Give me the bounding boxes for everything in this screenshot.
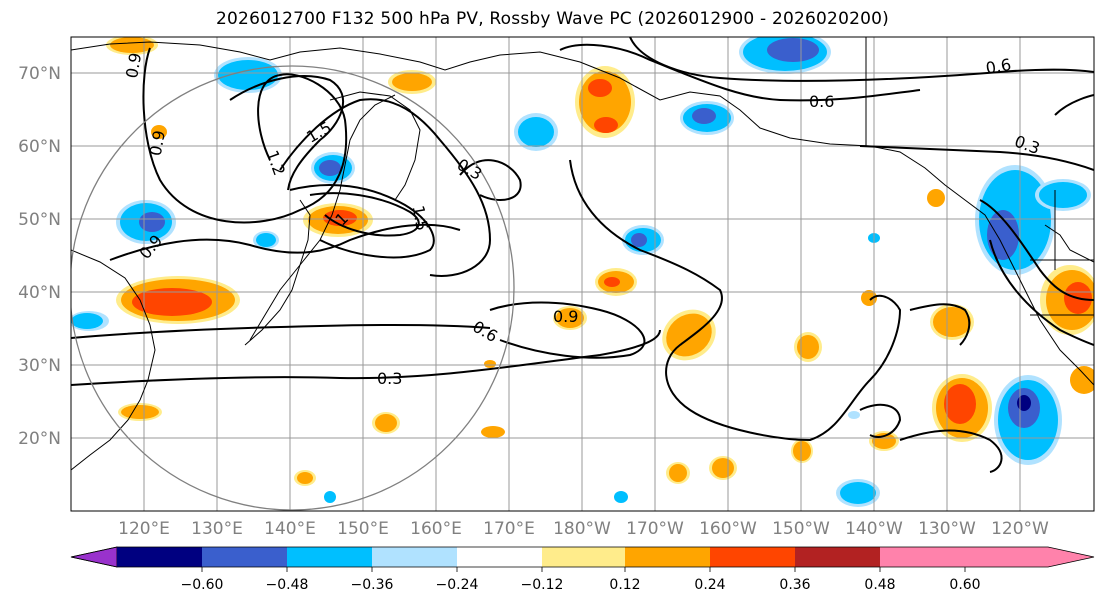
lon-label: 170°E — [483, 519, 535, 539]
lon-label: 130°E — [191, 519, 243, 539]
colorbar-swatch — [117, 547, 202, 567]
lon-label: 120°E — [118, 519, 170, 539]
colorbar-swatch — [625, 547, 710, 567]
colorbar-extend-low — [70, 546, 118, 568]
colorbar-tick-label: 0.48 — [864, 577, 895, 593]
colorbar-swatch — [287, 547, 372, 567]
contour-label: 0.6 — [809, 92, 834, 111]
map-title: 2026012700 F132 500 hPa PV, Rossby Wave … — [216, 9, 889, 29]
colorbar-tick-label: −0.24 — [436, 577, 479, 593]
contour-label: 1.5 — [409, 204, 432, 232]
colorbar-swatch — [795, 547, 880, 567]
colorbar-tick-label: −0.48 — [266, 577, 309, 593]
colorbar-swatch — [202, 547, 287, 567]
pv-contours — [71, 37, 1094, 473]
colorbar-swatch — [710, 547, 795, 567]
colorbar-swatch — [880, 547, 965, 567]
coastlines — [71, 37, 1094, 471]
gridlines — [71, 37, 1094, 511]
lon-label: 160°E — [410, 519, 462, 539]
contour-label: 1.5 — [303, 117, 335, 146]
latitude-labels: 70°N 60°N 50°N 40°N 30°N 20°N — [18, 64, 61, 449]
colorbar-tick-label: 0.60 — [949, 577, 980, 593]
lat-label: 20°N — [18, 429, 61, 449]
colorbar-ticks — [201, 567, 966, 572]
map-area: 0.9 0.6 1.5 1.2 0.9 0.3 1 1.5 0.6 0.9 0.… — [71, 37, 1094, 511]
colorbar: −0.60 −0.48 −0.36 −0.24 −0.12 0.12 0.24 … — [70, 546, 1095, 593]
colorbar-tick-label: 0.24 — [694, 577, 725, 593]
colorbar-tick-label: −0.36 — [351, 577, 394, 593]
lon-label: 150°E — [337, 519, 389, 539]
contour-label: 0.9 — [122, 51, 145, 79]
lon-label: 140°E — [264, 519, 316, 539]
colorbar-swatch — [457, 547, 542, 567]
pv-shading — [71, 37, 1094, 507]
contour-label: 0.6 — [984, 55, 1012, 78]
lon-label: 150°W — [772, 519, 830, 539]
colorbar-tick-label: 0.12 — [609, 577, 640, 593]
lat-label: 50°N — [18, 210, 61, 230]
lat-label: 60°N — [18, 137, 61, 157]
lon-label: 140°W — [845, 519, 903, 539]
colorbar-outline — [70, 546, 1095, 568]
lon-label: 120°W — [991, 519, 1049, 539]
lat-label: 30°N — [18, 356, 61, 376]
contour-label: 1.2 — [262, 148, 289, 178]
contour-label: 0.6 — [469, 317, 501, 346]
longitude-labels: 120°E 130°E 140°E 150°E 160°E 170°E 180°… — [118, 519, 1049, 539]
lon-label: 160°W — [699, 519, 757, 539]
colorbar-tick-label: −0.12 — [521, 577, 564, 593]
contour-label: 0.9 — [553, 307, 578, 326]
lat-label: 40°N — [18, 283, 61, 303]
lon-label: 170°W — [626, 519, 684, 539]
lat-label: 70°N — [18, 64, 61, 84]
lon-label: 130°W — [918, 519, 976, 539]
lon-label: 180°W — [553, 519, 611, 539]
colorbar-tick-label: 0.36 — [779, 577, 810, 593]
contour-label: 0.9 — [146, 129, 169, 157]
colorbar-swatch — [542, 547, 625, 567]
colorbar-swatch — [372, 547, 457, 567]
map-frame — [70, 36, 1095, 512]
colorbar-tick-label: −0.60 — [181, 577, 224, 593]
contour-label: 0.3 — [454, 155, 486, 184]
contour-label: 0.3 — [377, 369, 402, 388]
rossby-wave-circle — [71, 65, 515, 511]
